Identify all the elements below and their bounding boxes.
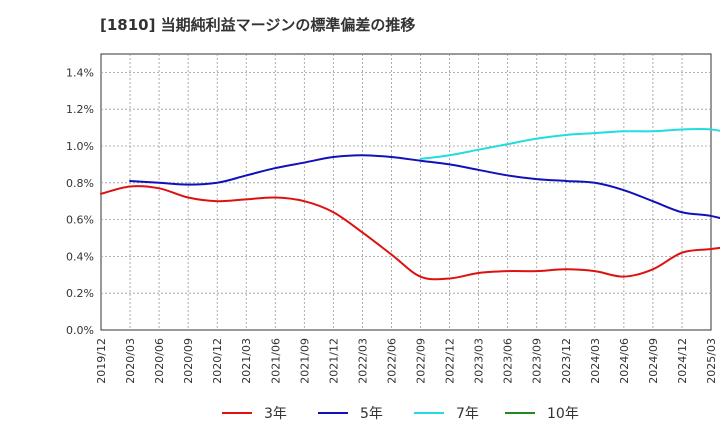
legend-label-7年: 7年 [456, 406, 479, 422]
legend-label-3年: 3年 [264, 406, 287, 422]
x-tick-label: 2021/12 [327, 338, 340, 384]
legend-label-10年: 10年 [547, 406, 579, 422]
x-tick-label: 2025/03 [705, 338, 718, 384]
x-tick-label: 2023/06 [502, 338, 515, 384]
x-tick-label: 2020/12 [211, 338, 224, 384]
x-tick-label: 2021/03 [240, 338, 253, 384]
x-tick-label: 2022/03 [356, 338, 369, 384]
y-tick-label: 0.4% [66, 250, 94, 263]
legend-label-5年: 5年 [360, 406, 383, 422]
x-tick-label: 2021/06 [269, 338, 282, 384]
y-tick-label: 1.4% [66, 66, 94, 79]
y-tick-label: 0.8% [66, 177, 94, 190]
plot-area [100, 53, 712, 331]
series-line-5年 [129, 154, 720, 220]
y-tick-label: 0.6% [66, 214, 94, 227]
x-tick-label: 2020/06 [153, 338, 166, 384]
x-tick-label: 2023/09 [531, 338, 544, 384]
x-tick-label: 2024/09 [647, 338, 660, 384]
series-line-7年 [419, 127, 720, 160]
y-tick-label: 1.0% [66, 140, 94, 153]
x-tick-label: 2024/12 [676, 338, 689, 384]
x-tick-label: 2022/12 [444, 338, 457, 384]
x-tick-label: 2024/06 [618, 338, 631, 384]
y-tick-label: 0.2% [66, 287, 94, 300]
x-tick-label: 2019/12 [95, 338, 108, 384]
x-tick-label: 2024/03 [589, 338, 602, 384]
series-line-3年 [100, 185, 720, 281]
x-tick-label: 2021/09 [298, 338, 311, 384]
x-tick-label: 2022/06 [385, 338, 398, 384]
x-tick-label: 2020/03 [124, 338, 137, 384]
x-tick-label: 2020/09 [182, 338, 195, 384]
y-tick-label: 1.2% [66, 103, 94, 116]
x-tick-label: 2023/12 [560, 338, 573, 384]
x-tick-label: 2022/09 [415, 338, 428, 384]
y-tick-label: 0.0% [66, 324, 94, 337]
chart-title: [1810] 当期純利益マージンの標準偏差の推移 [100, 16, 416, 34]
x-tick-label: 2023/03 [473, 338, 486, 384]
